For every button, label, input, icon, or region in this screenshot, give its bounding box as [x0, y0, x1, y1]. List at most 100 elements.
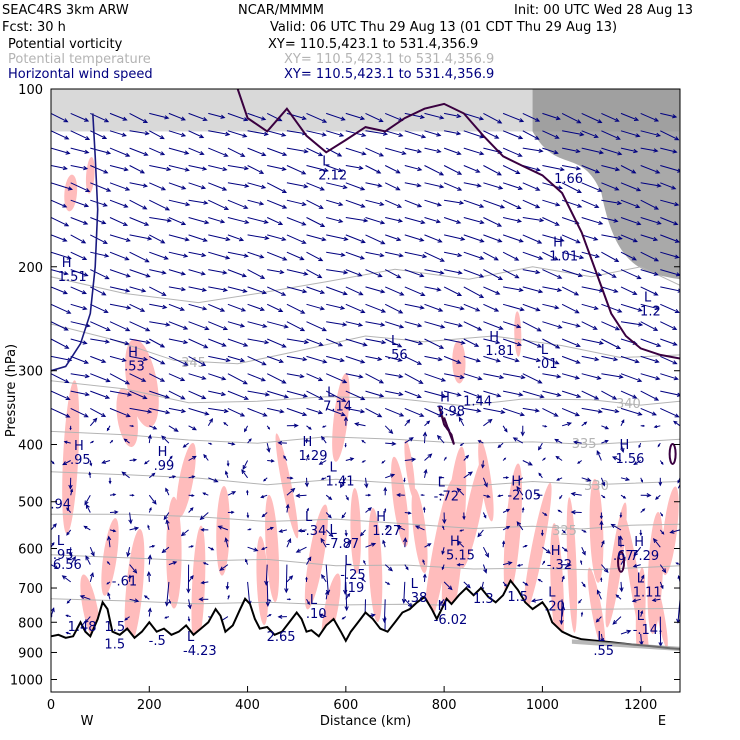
wind-vector	[424, 543, 431, 548]
wind-vector	[218, 525, 229, 531]
wind-arrowhead	[484, 552, 489, 558]
wind-arrowhead	[341, 514, 345, 519]
wind-vector	[542, 112, 560, 120]
wind-arrowhead	[371, 542, 377, 547]
wind-arrowhead	[457, 323, 463, 328]
wind-vector	[365, 303, 386, 313]
wind-arrowhead	[184, 167, 190, 172]
wind-vector	[345, 581, 348, 611]
wind-vector	[325, 373, 347, 383]
pv-positive-region	[216, 486, 230, 576]
extremum-value: 1.66	[554, 172, 583, 187]
wind-vector	[601, 355, 618, 361]
extremum-type: H	[450, 535, 460, 550]
wind-arrowhead	[677, 288, 680, 293]
wind-arrowhead	[204, 220, 210, 225]
x-tick-label: 200	[137, 698, 162, 713]
wind-vector	[227, 491, 236, 496]
wind-arrowhead	[84, 149, 90, 154]
wind-arrowhead	[279, 269, 285, 275]
wind-vector	[266, 112, 282, 122]
wind-arrowhead	[302, 393, 308, 398]
wind-vector	[463, 112, 484, 120]
wind-arrowhead	[125, 413, 131, 418]
wind-arrowhead	[337, 152, 343, 157]
wind-vector	[385, 390, 403, 396]
wind-vector	[70, 303, 87, 310]
wind-arrowhead	[537, 379, 543, 384]
wind-arrowhead	[414, 525, 420, 530]
wind-arrowhead	[343, 416, 349, 422]
wind-arrowhead	[260, 494, 265, 499]
wind-vector	[51, 165, 67, 170]
wind-vector	[483, 269, 503, 280]
wind-vector	[247, 251, 264, 258]
wind-vector	[601, 269, 617, 278]
wind-arrowhead	[538, 446, 542, 451]
west-end-label: W	[81, 714, 94, 729]
wind-vector	[149, 373, 165, 382]
wind-vector	[306, 112, 327, 123]
wind-vector	[90, 165, 108, 174]
wind-vector	[561, 112, 581, 124]
wind-vector	[109, 321, 130, 332]
wind-arrowhead	[583, 421, 588, 425]
wind-arrowhead	[578, 600, 581, 604]
wind-vector	[355, 423, 366, 427]
extremum-value: 1.5	[507, 590, 528, 605]
wind-arrowhead	[501, 540, 506, 545]
wind-arrowhead	[63, 440, 68, 444]
wind-vector	[208, 234, 230, 241]
wind-arrowhead	[227, 594, 230, 598]
wind-arrowhead	[545, 549, 551, 554]
wind-arrowhead	[477, 532, 482, 538]
isentrope	[51, 554, 680, 571]
wind-vector	[660, 373, 678, 380]
wind-vector	[149, 425, 157, 430]
wind-vector	[404, 112, 425, 118]
wind-vector	[345, 182, 365, 191]
wind-vector	[463, 251, 484, 260]
wind-arrowhead	[458, 416, 463, 422]
wind-arrowhead	[122, 116, 128, 121]
wind-vector	[562, 130, 584, 136]
wind-arrowhead	[396, 493, 401, 497]
wind-arrowhead	[183, 361, 189, 366]
wind-vector	[581, 407, 602, 413]
wind-arrowhead	[128, 574, 132, 579]
field-xy-pv: XY= 110.5,423.1 to 531.4,356.9	[268, 37, 479, 52]
wind-vector	[84, 616, 91, 623]
wind-arrowhead	[357, 322, 364, 327]
wind-arrowhead	[399, 291, 405, 296]
extremum-type: H	[619, 438, 629, 453]
wind-arrowhead	[518, 238, 524, 243]
wind-vector	[640, 217, 661, 225]
wind-arrowhead	[516, 205, 522, 209]
wind-vector	[597, 590, 602, 600]
wind-arrowhead	[398, 132, 404, 137]
wind-arrowhead	[694, 323, 698, 327]
wind-arrowhead	[421, 134, 427, 139]
wind-vector	[620, 303, 642, 312]
wind-arrowhead	[481, 464, 485, 469]
wind-arrowhead	[418, 340, 424, 346]
wind-vector	[51, 130, 69, 140]
wind-arrowhead	[65, 150, 71, 155]
wind-arrowhead	[69, 427, 72, 431]
wind-arrowhead	[299, 256, 305, 261]
wind-arrowhead	[198, 597, 204, 602]
wind-vector	[660, 355, 677, 365]
wind-arrowhead	[466, 583, 471, 589]
wind-vector	[482, 460, 484, 468]
wind-arrowhead	[104, 118, 110, 123]
wind-arrowhead	[243, 117, 249, 122]
extremum-value: 2.65	[267, 630, 296, 645]
wind-arrowhead	[515, 170, 521, 174]
wind-vector	[70, 165, 88, 170]
wind-vector	[679, 148, 680, 149]
wind-vector	[365, 199, 384, 206]
wind-vector	[483, 199, 505, 209]
wind-arrowhead	[407, 511, 412, 515]
wind-vector	[443, 286, 462, 296]
wind-vector	[601, 251, 619, 262]
